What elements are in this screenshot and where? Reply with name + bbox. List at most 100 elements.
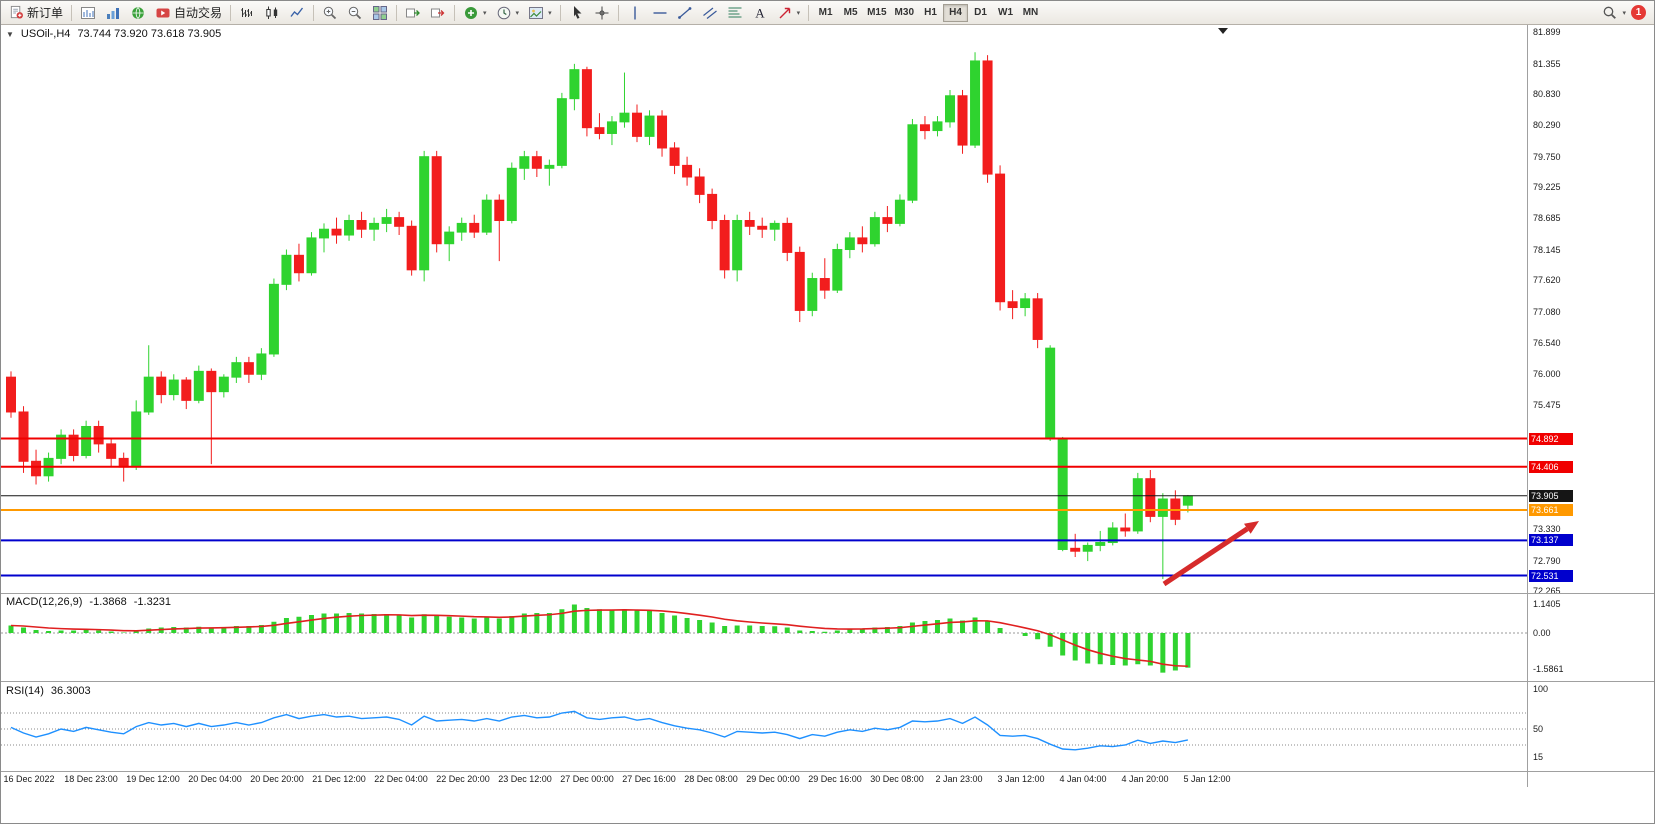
pane-separator-timeaxis[interactable] [1, 771, 1654, 772]
auto-scroll-icon [406, 8, 420, 17]
trendline-button[interactable] [673, 3, 697, 23]
line-chart-type-button[interactable] [285, 3, 309, 23]
community-button[interactable] [126, 3, 150, 23]
price-line-label: 74.406 [1529, 460, 1573, 473]
bar-chart-type-button[interactable] [235, 3, 259, 23]
rsi-axis-label: 15 [1533, 752, 1544, 762]
candlestick-icon [266, 6, 278, 19]
timeframe-group: M1 M5 M15 M30 H1 H4 D1 W1 MN [813, 3, 1043, 22]
price-axis-label: 78.685 [1533, 213, 1561, 224]
line-chart-icon [290, 7, 304, 17]
new-chart-button[interactable] [76, 3, 100, 23]
timeframe-m5-button[interactable]: M5 [838, 4, 863, 22]
new-order-label: 新订单 [27, 6, 64, 20]
timeframe-w1-button[interactable]: W1 [993, 4, 1018, 22]
periods-button[interactable]: ▾ [492, 3, 524, 23]
price-axis-label: 76.540 [1533, 337, 1561, 348]
time-axis-label: 5 Jan 12:00 [1183, 774, 1231, 784]
timeframe-m30-button[interactable]: M30 [891, 4, 918, 22]
templates-button[interactable]: ▾ [524, 3, 556, 23]
zoom-out-button[interactable] [343, 3, 367, 23]
macd-axis-label: 0.00 [1533, 628, 1551, 638]
fibonacci-icon [728, 6, 742, 18]
timeframe-h1-button[interactable]: H1 [918, 4, 943, 22]
price-axis-label: 81.355 [1533, 58, 1561, 69]
timeframe-m15-button[interactable]: M15 [863, 4, 890, 22]
macd-name: MACD(12,26,9) [6, 596, 83, 608]
horizontal-line-icon [653, 11, 667, 14]
search-button[interactable]: ▾ [1598, 3, 1630, 23]
zoom-in-button[interactable] [318, 3, 342, 23]
horizontal-line-button[interactable] [648, 3, 672, 23]
channel-button[interactable] [698, 3, 722, 23]
price-axis-label: 77.620 [1533, 275, 1561, 286]
timeframe-m1-button[interactable]: M1 [813, 4, 838, 22]
time-axis-label: 27 Dec 00:00 [560, 774, 614, 784]
price-axis-label: 75.475 [1533, 399, 1561, 410]
rsi-axis-label: 50 [1533, 724, 1544, 734]
chevron-down-icon: ▾ [796, 9, 801, 17]
toolbar-divider [230, 4, 232, 21]
symbol-period-label: USOil-,H4 [20, 28, 71, 40]
new-order-button[interactable]: 新订单 [5, 3, 67, 23]
one-click-expander-icon[interactable]: ▼ [6, 29, 14, 39]
template-image-icon [529, 6, 544, 19]
annotation-arrow [1162, 526, 1249, 587]
pane-separator-rsi[interactable] [1, 681, 1654, 682]
tile-windows-button[interactable] [368, 3, 392, 23]
toolbar-divider [559, 4, 561, 21]
price-axis-label: 80.830 [1533, 89, 1561, 100]
globe-icon [132, 6, 144, 19]
auto-scroll-button[interactable] [401, 3, 425, 23]
pane-separator-macd[interactable] [1, 593, 1654, 594]
time-axis[interactable]: 16 Dec 2022 18 Dec 23:00 19 Dec 12:00 20 De… [1, 772, 1527, 787]
notification-badge[interactable]: 1 [1631, 5, 1646, 20]
chevron-down-icon: ▾ [548, 9, 552, 17]
tile-windows-icon [373, 5, 388, 20]
price-line-label: 73.661 [1529, 503, 1573, 516]
chart-shift-button[interactable] [426, 3, 450, 23]
time-axis-label: 23 Dec 12:00 [498, 774, 552, 784]
candlestick-chart[interactable] [1, 1, 1527, 787]
text-button[interactable]: A [748, 3, 772, 23]
price-axis[interactable]: 81.899 81.355 80.830 80.290 79.750 79.225 78.6… [1527, 1, 1654, 787]
chart-window-icon [81, 6, 96, 19]
timeframe-h4-button[interactable]: H4 [943, 3, 968, 22]
macd-axis-label: -1.5861 [1533, 664, 1564, 674]
price-axis-label: 80.290 [1533, 120, 1561, 131]
indicators-button[interactable]: ▾ [459, 3, 491, 23]
rsi-name: RSI(14) [6, 685, 44, 697]
time-axis-label: 29 Dec 00:00 [746, 774, 800, 784]
crosshair-button[interactable] [590, 3, 614, 23]
toolbar-divider [313, 4, 315, 21]
ohlc-bars-icon [241, 7, 253, 17]
time-axis-label: 22 Dec 04:00 [374, 774, 428, 784]
time-axis-label: 4 Jan 04:00 [1059, 774, 1107, 784]
fibonacci-button[interactable] [723, 3, 747, 23]
toolbar: 新订单 自动交易 [1, 1, 1654, 25]
cursor-button[interactable] [565, 3, 589, 23]
price-axis-label: 76.000 [1533, 369, 1561, 380]
market-watch-button[interactable] [101, 3, 125, 23]
chevron-down-icon: ▾ [515, 9, 520, 17]
rsi-axis-label: 100 [1533, 684, 1549, 694]
time-axis-label: 20 Dec 04:00 [188, 774, 242, 784]
rsi-label-row: RSI(14) 36.3003 [6, 685, 91, 697]
vertical-line-button[interactable] [623, 3, 647, 23]
timeframe-d1-button[interactable]: D1 [968, 4, 993, 22]
time-axis-label: 19 Dec 12:00 [126, 774, 180, 784]
candlestick-type-button[interactable] [260, 3, 284, 23]
timeframe-mn-button[interactable]: MN [1018, 4, 1043, 22]
price-axis-label: 72.265 [1533, 585, 1561, 596]
time-axis-label: 30 Dec 08:00 [870, 774, 924, 784]
time-axis-label: 27 Dec 16:00 [622, 774, 676, 784]
chart-shift-marker-icon [1218, 28, 1228, 34]
auto-trading-button[interactable]: 自动交易 [151, 3, 226, 23]
macd-axis-label: 1.1405 [1533, 599, 1561, 609]
macd-value: -1.3868 [89, 596, 127, 608]
arrows-button[interactable]: ▾ [773, 3, 805, 23]
cursor-arrow-icon [573, 5, 582, 19]
time-axis-label: 2 Jan 23:00 [935, 774, 983, 784]
toolbar-divider [71, 4, 73, 21]
new-order-icon [10, 5, 23, 19]
